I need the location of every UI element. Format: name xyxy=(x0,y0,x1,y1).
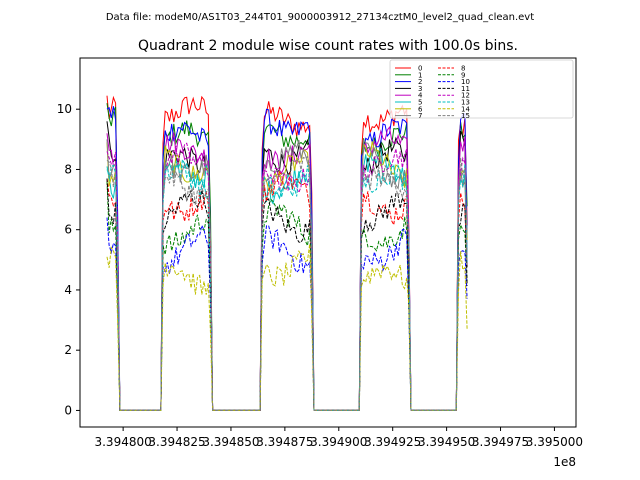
legend-label-6: 6 xyxy=(418,105,423,113)
plot-area xyxy=(79,57,577,428)
x-offset-label: 1e8 xyxy=(553,455,576,469)
y-tick-label: 6 xyxy=(64,223,72,237)
legend-label-13: 13 xyxy=(461,99,470,107)
legend-label-1: 1 xyxy=(418,71,422,79)
y-tick-label: 2 xyxy=(64,343,72,357)
legend-label-11: 11 xyxy=(461,85,470,93)
legend-label-7: 7 xyxy=(418,112,422,120)
x-axis: 3.3948003.3948253.3948503.3948753.394900… xyxy=(94,427,583,449)
x-tick-label: 3.394925 xyxy=(364,435,421,449)
x-tick-label: 3.394975 xyxy=(472,435,529,449)
series-line-13 xyxy=(106,157,468,411)
x-tick-label: 3.395000 xyxy=(526,435,583,449)
x-tick-label: 3.394825 xyxy=(148,435,205,449)
legend-label-12: 12 xyxy=(461,92,470,100)
legend-label-4: 4 xyxy=(418,92,423,100)
legend-label-14: 14 xyxy=(461,105,470,113)
x-tick-label: 3.394875 xyxy=(256,435,313,449)
legend-label-3: 3 xyxy=(418,85,422,93)
y-tick-label: 8 xyxy=(64,162,72,176)
legend-label-0: 0 xyxy=(418,65,422,73)
series-line-12 xyxy=(106,142,468,411)
series-line-15 xyxy=(106,155,468,411)
x-tick-label: 3.394800 xyxy=(94,435,151,449)
legend-label-2: 2 xyxy=(418,78,422,86)
y-tick-label: 10 xyxy=(57,102,72,116)
legend-label-5: 5 xyxy=(418,99,422,107)
series-line-14 xyxy=(106,244,468,411)
chart-title: Quadrant 2 module wise count rates with … xyxy=(138,38,518,54)
y-tick-label: 0 xyxy=(64,403,72,417)
suptitle: Data file: modeM0/AS1T03_244T01_90000039… xyxy=(106,12,534,23)
y-tick-label: 4 xyxy=(64,283,72,297)
x-tick-label: 3.394950 xyxy=(418,435,475,449)
x-tick-label: 3.394850 xyxy=(202,435,259,449)
series-layer xyxy=(106,95,468,411)
series-line-10 xyxy=(106,217,468,411)
y-axis: 0 2 4 6 8 10 xyxy=(57,102,80,417)
legend-label-10: 10 xyxy=(461,78,470,86)
axes-frame xyxy=(79,57,577,428)
legend-label-15: 15 xyxy=(461,112,470,120)
series-line-11 xyxy=(106,178,468,411)
x-tick-label: 3.394900 xyxy=(310,435,367,449)
legend-frame xyxy=(389,59,574,119)
legend-label-9: 9 xyxy=(461,71,465,79)
legend-label-8: 8 xyxy=(461,65,465,73)
